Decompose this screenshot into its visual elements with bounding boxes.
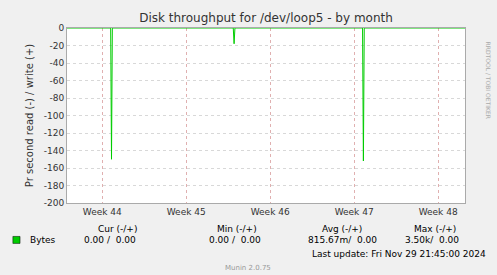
svg-text:Avg (-/+): Avg (-/+) [322,224,362,234]
svg-text:0.00 / 0.00: 0.00 / 0.00 [84,235,136,245]
svg-text:-180: -180 [44,181,65,191]
svg-text:-80: -80 [49,93,64,103]
svg-text:Week 48: Week 48 [419,207,458,217]
svg-text:-40: -40 [49,58,64,68]
svg-text:Week 45: Week 45 [167,207,206,217]
svg-text:Min (-/+): Min (-/+) [217,224,257,234]
svg-text:Munin 2.0.75: Munin 2.0.75 [225,264,271,272]
svg-text:-100: -100 [44,111,65,121]
svg-text:-160: -160 [44,163,65,173]
svg-text:-200: -200 [44,198,65,208]
svg-text:Week 46: Week 46 [251,207,290,217]
svg-text:815.67m/ 0.00: 815.67m/ 0.00 [308,235,377,245]
svg-text:Bytes: Bytes [30,235,56,245]
svg-text:-120: -120 [44,128,65,138]
svg-text:0: 0 [58,23,64,33]
svg-text:Cur (-/+): Cur (-/+) [98,224,137,234]
svg-text:Pr second read (-) / write (+): Pr second read (-) / write (+) [24,44,35,187]
svg-text:RRDTOOL / TOBI OETIKER: RRDTOOL / TOBI OETIKER [485,42,492,119]
svg-text:Disk throughput for /dev/loop5: Disk throughput for /dev/loop5 - by mont… [139,11,393,25]
svg-text:Week 44: Week 44 [83,207,122,217]
svg-text:-20: -20 [49,41,64,51]
svg-text:0.00 / 0.00: 0.00 / 0.00 [209,235,261,245]
svg-text:Last update: Fri Nov 29 21:45:: Last update: Fri Nov 29 21:45:00 2024 [312,249,486,259]
svg-text:-140: -140 [44,146,65,156]
svg-text:Week 47: Week 47 [335,207,374,217]
svg-text:Max (-/+): Max (-/+) [414,224,456,234]
svg-text:-60: -60 [49,76,64,86]
svg-text:3.50k/ 0.00: 3.50k/ 0.00 [405,235,459,245]
